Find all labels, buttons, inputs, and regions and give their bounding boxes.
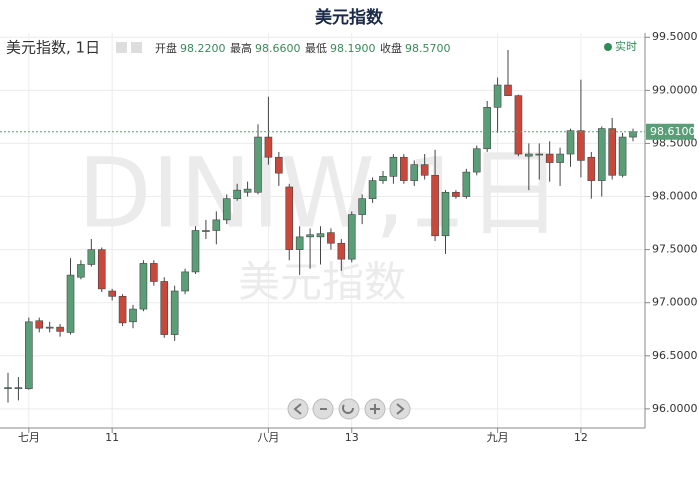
candle-body [483,107,491,150]
candle-body [618,136,627,176]
candle-body [535,153,544,156]
candle-body [410,164,419,181]
x-tick-label: 九月 [487,431,509,444]
info-value: 98.2200 [180,42,226,55]
candle-body [504,84,512,96]
y-tick-label: 96.0000 [652,402,698,415]
candle-body [202,230,210,232]
last-price-tag [646,123,694,140]
candle-body [608,128,616,176]
y-tick-label: 97.5000 [652,243,698,256]
info-label: 开盘 [155,41,177,55]
x-tick-label: 11 [105,431,119,444]
info-label: 最低 [305,42,327,55]
candle-body [170,290,179,335]
candle-body [285,186,294,250]
candle-body [254,136,262,193]
last-price-label: 98.6100 [650,125,696,138]
reset-button[interactable] [338,398,360,420]
candle-body [545,153,554,163]
candle-body [118,296,127,324]
settings-icon[interactable] [116,42,127,53]
watermark-name: 美元指数 [238,258,406,307]
y-tick-label: 96.5000 [652,349,698,362]
candle-body [56,326,64,332]
candle-body [129,308,137,323]
candle-body [327,232,335,244]
x-tick-label: 七月 [18,431,40,444]
y-tick-label: 99.5000 [652,30,698,43]
candle-body [566,130,575,155]
info-value: 98.1900 [330,42,376,55]
candle-body [347,214,356,260]
y-tick-label: 98.0000 [652,190,698,203]
candle-body [556,153,564,163]
nav-icons [293,403,405,415]
info-value: 98.5700 [405,42,451,55]
candle-body [493,84,502,108]
info-label: 收盘 [380,41,402,55]
settings-icon[interactable] [131,42,142,53]
candle-body [25,321,33,390]
candle-body [472,148,481,173]
y-tick-label: 99.0000 [652,83,698,96]
candle-body [222,198,231,221]
candle-body [431,174,439,237]
candle-body [514,95,523,155]
candle-body [4,387,12,389]
candle-body [97,249,106,290]
candle-body [212,219,221,231]
candle-body [525,153,533,157]
symbol-label: 美元指数, 1日 [6,39,100,57]
candle-body [160,281,169,335]
candle-body [368,180,377,199]
candle-body [452,191,460,197]
candle-body [191,230,200,273]
x-tick-label: 八月 [257,431,279,444]
candle-body [139,263,148,310]
candle-body [35,320,44,329]
x-tick-label: 13 [345,431,359,444]
info-value: 98.6600 [255,42,301,55]
candle-body [316,233,325,238]
candle-body [181,271,189,292]
candle-body [275,156,283,174]
candle-body [379,176,387,181]
nav-buttons [287,398,411,420]
candle-body [462,171,471,197]
candle-body [233,189,241,199]
candle-body [243,188,252,193]
candle-body [66,274,75,333]
candle-body [14,387,23,389]
candle-body [629,131,637,138]
candle-body [358,198,366,215]
scroll-left-button[interactable] [287,398,309,420]
info-label: 最高 [230,41,252,55]
candle-body [108,290,116,297]
candle-body [295,236,304,250]
candle-body [337,242,346,260]
chart-title: 美元指数 [315,7,384,28]
y-tick-label: 97.0000 [652,296,698,309]
x-tick-label: 12 [574,431,588,444]
candle-body [441,191,450,237]
scroll-right-button[interactable] [389,398,411,420]
candle-body [587,156,596,181]
candle-body [389,156,398,177]
candle-body [597,128,606,181]
candle-body [306,234,314,238]
realtime-label: 实时 [615,39,637,53]
candle-body [577,130,585,161]
candle-body [420,164,429,176]
candle-body [87,249,96,265]
candle-body [400,156,408,181]
realtime-dot [604,43,612,51]
candle-body [150,263,158,282]
candle-body [264,136,273,158]
candle-body [45,326,54,329]
candle-body [77,264,85,278]
